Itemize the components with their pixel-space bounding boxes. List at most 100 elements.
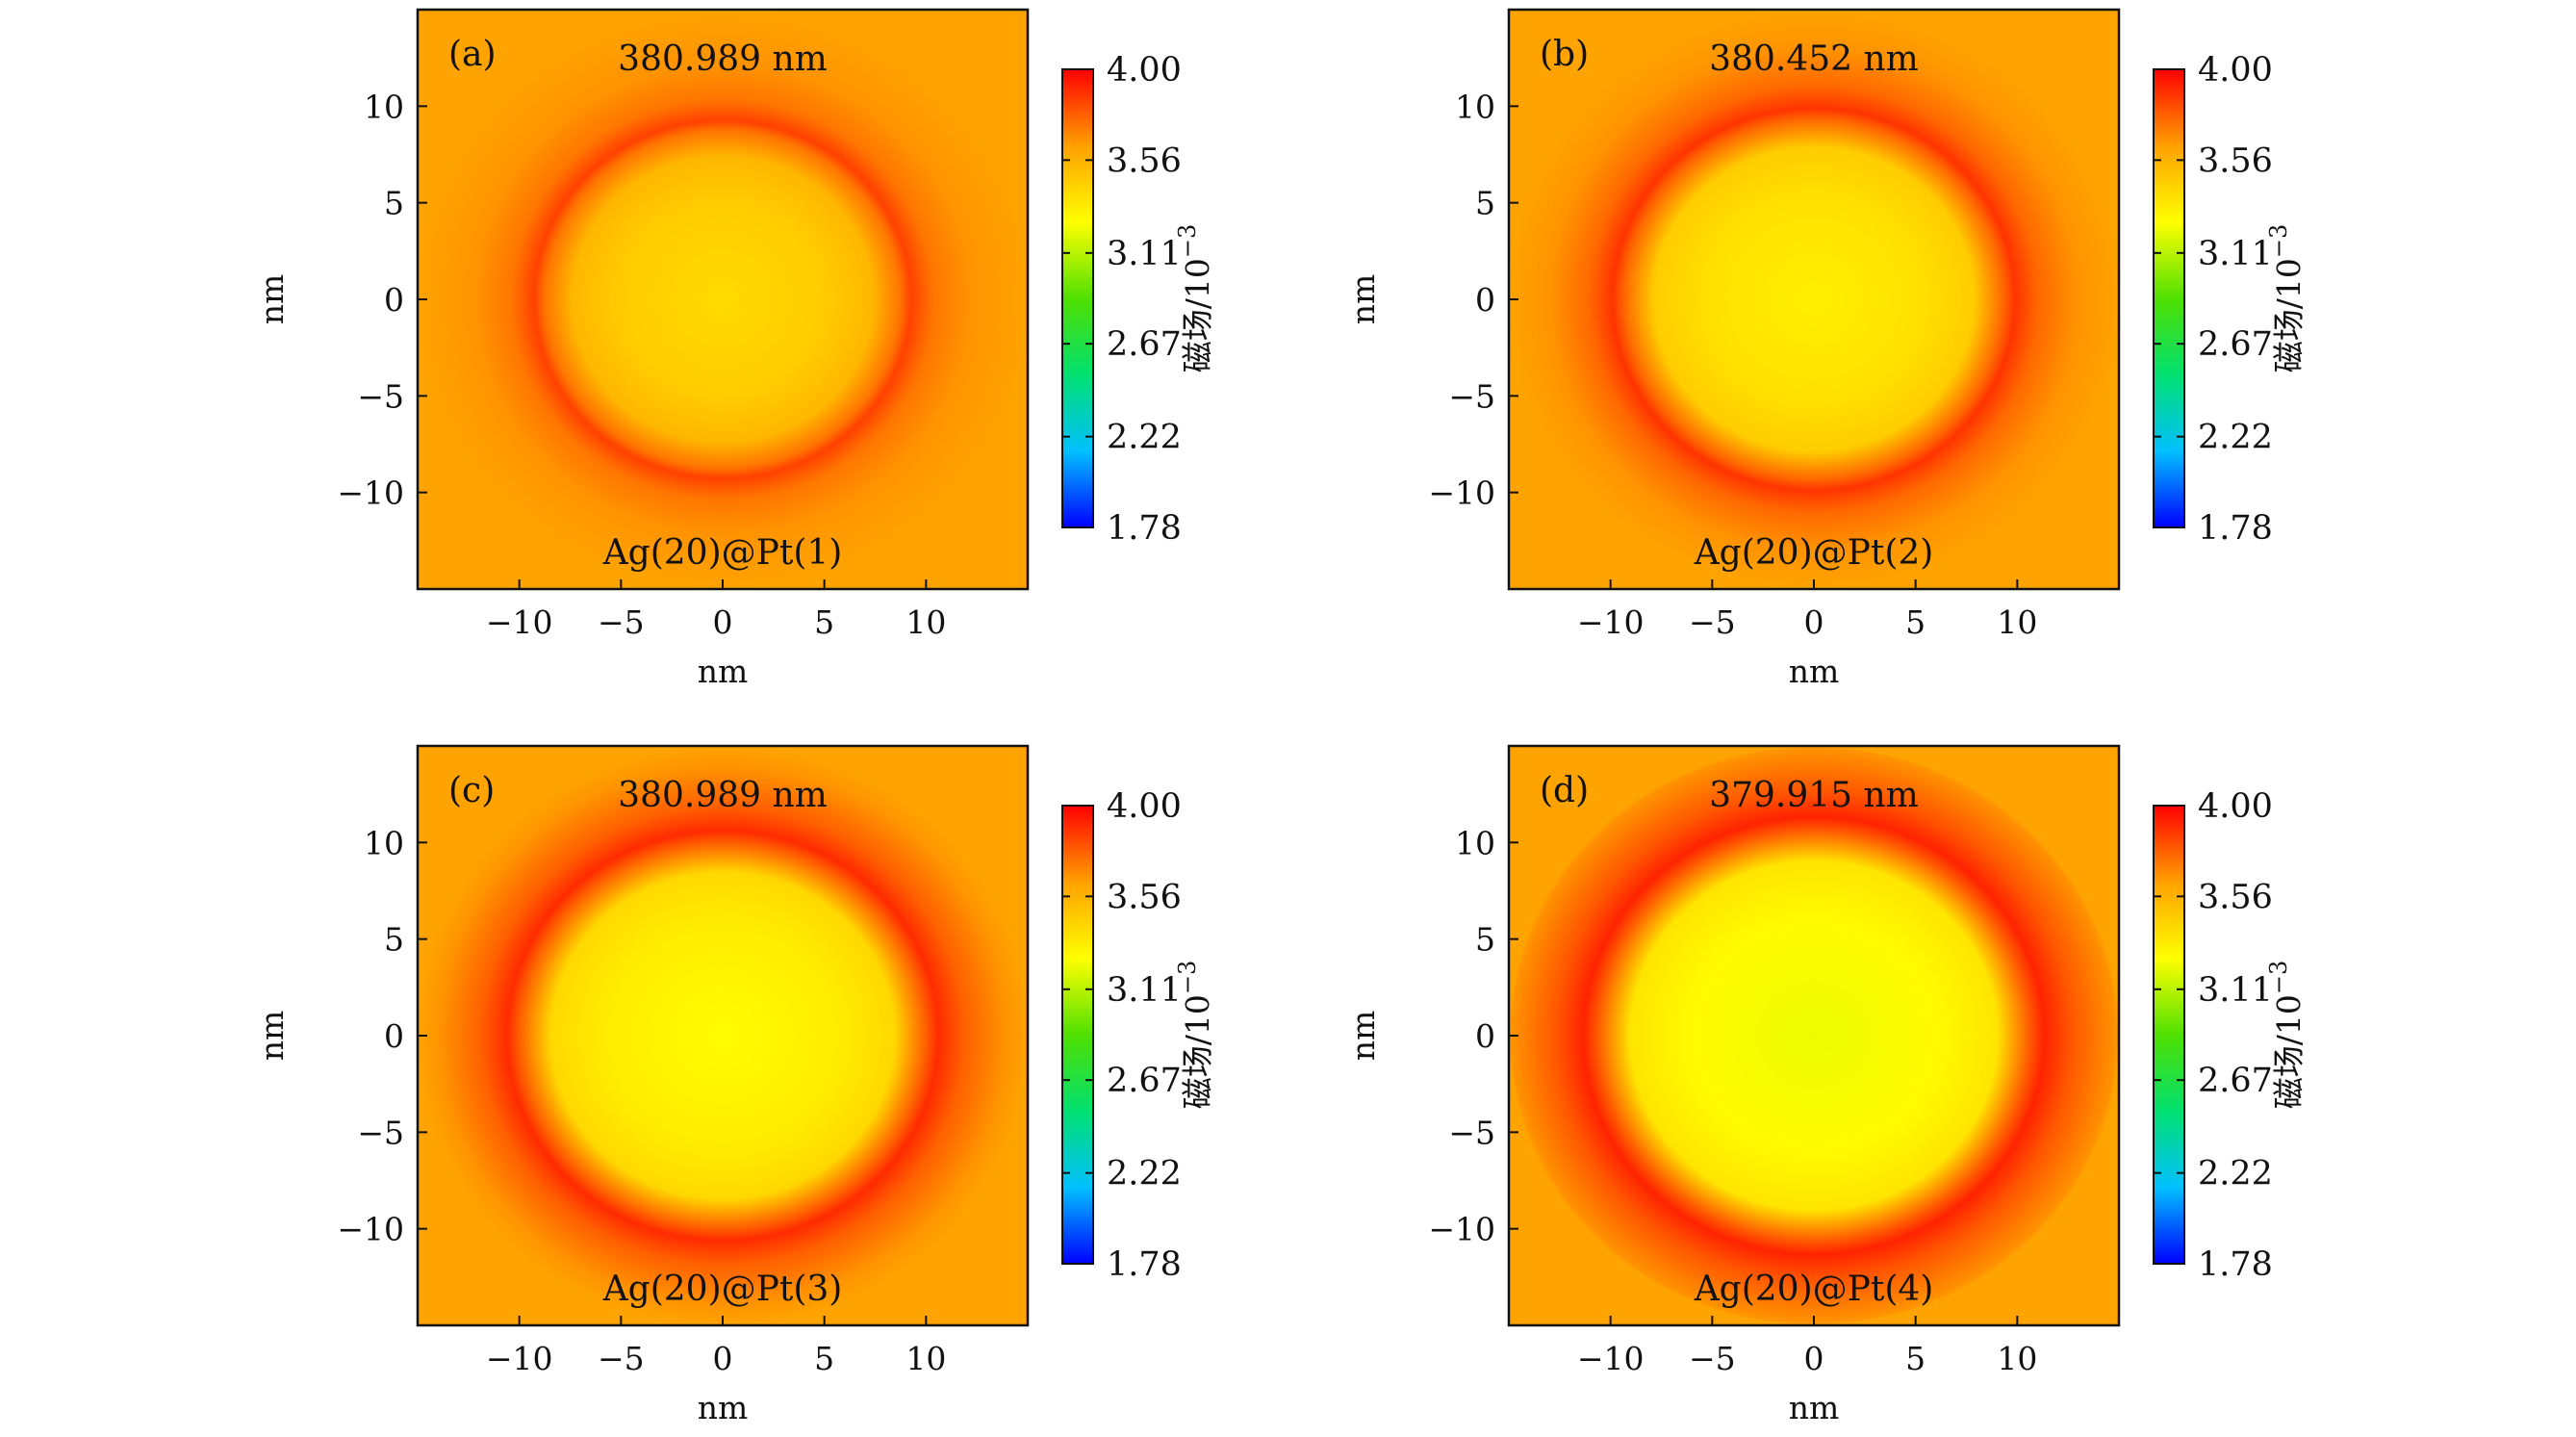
colorbar-title: 磁场/10−3 [2265,961,2308,1110]
colorbar-scale [2153,805,2185,1265]
colorbar-tick-label: 2.22 [2198,419,2273,457]
colorbar-title-base: 磁场/10 [1179,258,1216,372]
y-tick-label: −10 [1428,475,1495,512]
colorbar-tick-label: 3.56 [1107,878,1182,916]
x-axis-title: nm [1789,1389,1840,1426]
y-tick-label: 5 [384,921,404,959]
panel-label: (d) [1540,771,1589,810]
structure-label: Ag(20)@Pt(1) [602,533,843,573]
heatmap-field [1509,10,2119,589]
colorbar-tick-label: 4.00 [2198,51,2273,90]
x-tick-label: 5 [1905,603,1926,641]
x-tick-label: 0 [713,603,733,641]
heatmap-field [1509,746,2119,1325]
colorbar-tick-label: 3.11 [2198,971,2273,1010]
structure-label: Ag(20)@Pt(3) [602,1270,843,1309]
x-tick-label: 10 [1997,603,2037,641]
x-tick-label: 5 [814,1340,834,1377]
y-axis-title: nm [253,1011,291,1062]
x-axis-title: nm [698,653,749,690]
y-axis-title: nm [1344,1011,1382,1062]
colorbar-tick-label: 2.67 [2198,325,2273,364]
colorbar-tick-label: 2.22 [2198,1155,2273,1193]
colorbar-title-exponent: −3 [1174,961,1201,994]
y-tick-label: 0 [384,281,404,319]
y-tick-label: −5 [357,377,404,415]
colorbar-title-base: 磁场/10 [1179,994,1216,1109]
colorbar-tick-label: 1.78 [1107,1245,1182,1284]
x-tick-label: 0 [713,1340,733,1377]
structure-label: Ag(20)@Pt(4) [1694,1270,1934,1309]
colorbar-tick-label: 1.78 [2198,509,2273,548]
panel-label: (b) [1540,35,1589,74]
x-axis-title: nm [1789,653,1840,690]
colorbar-tick-label: 3.11 [1107,235,1182,273]
colorbar-title-base: 磁场/10 [2270,258,2308,372]
wavelength-label: 379.915 nm [1709,776,1919,815]
y-tick-label: 0 [1475,281,1495,319]
panel-a: −10 −5 0 5 10 10 5 0 −5 −10 nm nm (a) 380.989 nm Ag(20… [253,8,1216,690]
y-tick-label: 0 [1475,1017,1495,1055]
colorbar-tick-label: 3.56 [1107,141,1182,180]
colorbar-scale [2153,68,2185,528]
panel-b: −10 −5 0 5 10 10 5 0 −5 −10 nm nm (b) 380.452 nm Ag(20… [1344,8,2308,690]
x-tick-label: 0 [1804,603,1824,641]
panel-d: −10 −5 0 5 10 10 5 0 −5 −10 nm nm (d) 379.915 nm Ag(20… [1344,744,2308,1426]
colorbar: 4.00 3.56 3.11 2.67 2.22 1.78 磁场/10−3 [2153,51,2308,548]
y-tick-label: −10 [1428,1211,1495,1248]
wavelength-label: 380.989 nm [618,39,828,79]
x-axis-title: nm [698,1389,749,1426]
colorbar-scale [1061,805,1094,1265]
x-tick-label: 10 [1997,1340,2037,1377]
colorbar-tick-label: 2.67 [2198,1062,2273,1100]
colorbar-title: 磁场/10−3 [1174,224,1216,373]
panel-label: (c) [448,771,495,810]
colorbar-title: 磁场/10−3 [1174,961,1216,1110]
colorbar-title-exponent: −3 [2265,224,2292,258]
colorbar-scale [1061,68,1094,528]
x-tick-label: −5 [598,603,645,641]
colorbar-tick-label: 3.11 [1107,971,1182,1010]
y-axis-title: nm [1344,274,1382,325]
x-tick-label: 5 [814,603,834,641]
y-tick-label: 10 [1455,88,1495,125]
structure-label: Ag(20)@Pt(2) [1694,533,1934,573]
y-tick-label: −5 [357,1114,404,1151]
wavelength-label: 380.989 nm [618,776,828,815]
colorbar-tick-label: 2.67 [1107,1062,1182,1100]
y-tick-label: 0 [384,1017,404,1055]
colorbar-tick-label: 3.56 [2198,878,2273,916]
heatmap-field [418,746,1028,1325]
colorbar-tick-label: 1.78 [2198,1245,2273,1284]
y-axis-title: nm [253,274,291,325]
x-tick-label: 10 [905,603,946,641]
colorbar-title-base: 磁场/10 [2270,994,2308,1109]
y-tick-label: −5 [1448,1114,1495,1151]
y-tick-label: 10 [364,824,404,861]
x-tick-label: −10 [486,1340,553,1377]
colorbar-tick-label: 3.11 [2198,235,2273,273]
x-tick-label: −5 [1689,603,1736,641]
colorbar-tick-label: 4.00 [2198,787,2273,826]
y-tick-label: −5 [1448,377,1495,415]
heatmap-field [418,10,1028,589]
colorbar: 4.00 3.56 3.11 2.67 2.22 1.78 磁场/10−3 [2153,787,2308,1284]
y-tick-label: 10 [1455,824,1495,861]
colorbar-tick-label: 4.00 [1107,51,1182,90]
colorbar-tick-label: 2.22 [1107,419,1182,457]
panel-c: −10 −5 0 5 10 10 5 0 −5 −10 nm nm (c) 380.989 nm Ag(20… [253,744,1216,1426]
x-tick-label: 5 [1905,1340,1926,1377]
colorbar: 4.00 3.56 3.11 2.67 2.22 1.78 磁场/10−3 [1061,51,1216,548]
y-tick-label: 5 [384,185,404,222]
y-tick-label: 5 [1475,185,1495,222]
x-tick-label: −10 [1577,603,1645,641]
y-tick-label: −10 [337,1211,404,1248]
x-tick-label: 10 [905,1340,946,1377]
colorbar-tick-label: 2.67 [1107,325,1182,364]
wavelength-label: 380.452 nm [1709,39,1919,79]
y-tick-label: 5 [1475,921,1495,959]
colorbar: 4.00 3.56 3.11 2.67 2.22 1.78 磁场/10−3 [1061,787,1216,1284]
panel-label: (a) [448,35,497,74]
x-tick-label: −5 [1689,1340,1736,1377]
